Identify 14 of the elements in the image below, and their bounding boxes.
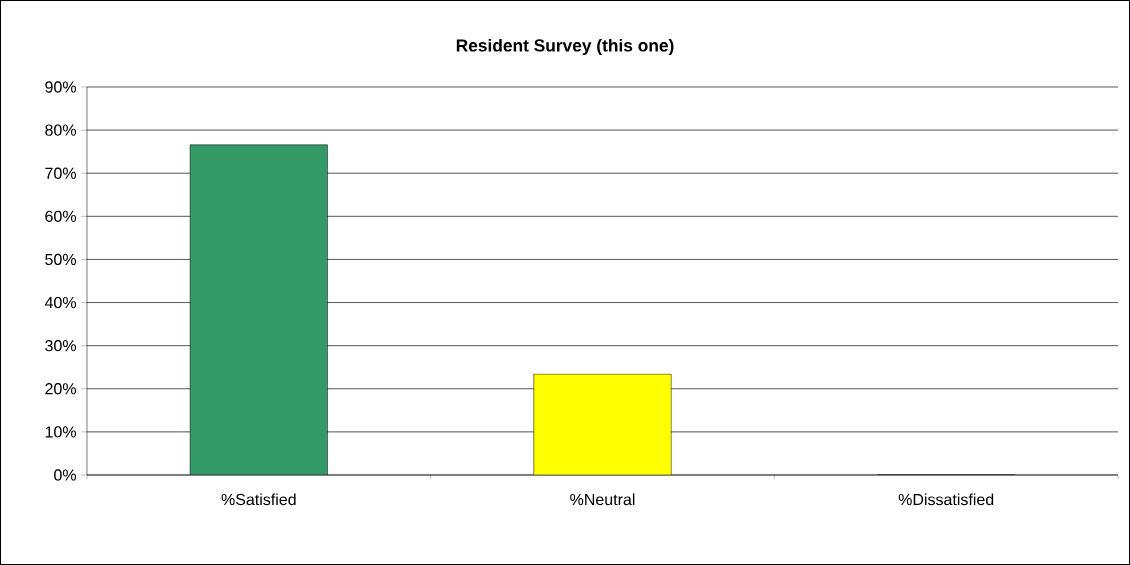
y-tick-label: 90% <box>45 81 76 93</box>
y-tick-label: 0% <box>54 469 76 481</box>
y-tick-label: 70% <box>45 167 76 179</box>
y-tick-label: 30% <box>45 340 76 352</box>
y-tick-label: 40% <box>44 296 76 309</box>
y-tick-label: 50% <box>45 253 76 266</box>
x-tick-label: %Dissatisfied <box>898 493 994 506</box>
y-tick-label: 10% <box>45 426 76 438</box>
y-tick-label: 60% <box>45 210 76 222</box>
chart-title: Resident Survey (this one) <box>456 38 674 56</box>
x-tick-label: %Neutral <box>570 493 635 506</box>
y-tick-label: 80% <box>45 124 76 136</box>
y-tick-label: 20% <box>45 383 76 395</box>
x-tick-label: %Satisfied <box>221 493 296 506</box>
